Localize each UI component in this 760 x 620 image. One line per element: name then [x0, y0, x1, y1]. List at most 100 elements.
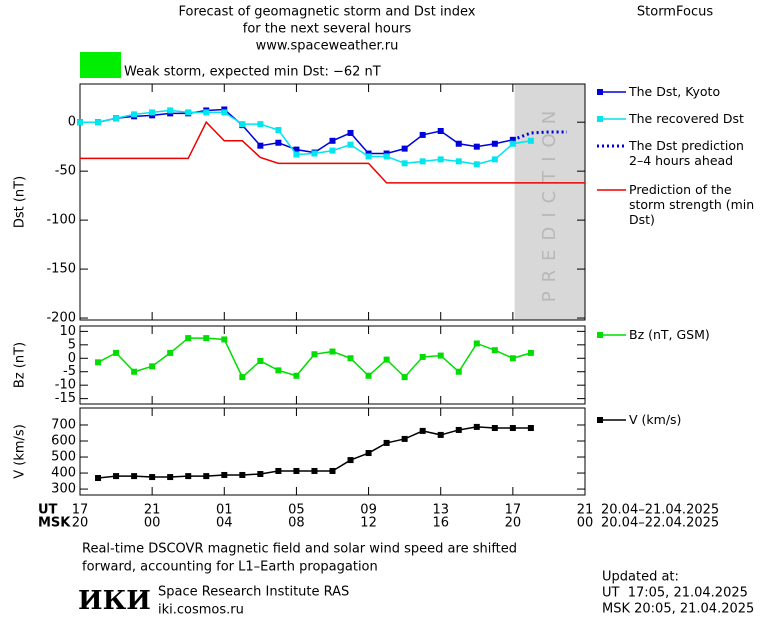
y-tick-label: -150 — [46, 262, 76, 277]
point — [311, 351, 318, 358]
point — [347, 355, 354, 362]
legend-marker — [597, 332, 603, 338]
time-range: 20.04–21.04.2025 — [601, 503, 719, 518]
legend-marker — [597, 417, 603, 423]
point — [275, 467, 282, 474]
x-tick-label: 12 — [360, 516, 377, 531]
point — [275, 127, 282, 134]
x-tick-label: 04 — [216, 516, 233, 531]
point — [185, 335, 192, 342]
y-tick-label: 700 — [51, 417, 76, 432]
y-tick-label: 500 — [51, 450, 76, 465]
point — [455, 158, 462, 165]
prediction-zone — [514, 84, 585, 320]
point — [419, 353, 426, 360]
title-line: www.spaceweather.ru — [256, 39, 399, 54]
point — [527, 349, 534, 356]
y-tick-label: 300 — [51, 482, 76, 497]
point — [347, 457, 354, 464]
plot-frame — [79, 407, 586, 496]
point — [239, 121, 246, 128]
point — [455, 368, 462, 375]
x-tick-label: 17 — [505, 503, 522, 518]
x-tick-label: 16 — [432, 516, 449, 531]
point — [401, 374, 408, 381]
y-axis-label: Bz (nT) — [13, 342, 28, 388]
point — [527, 425, 534, 432]
brand: StormFocus — [637, 5, 713, 20]
point — [437, 352, 444, 359]
title-line: Forecast of geomagnetic storm and Dst in… — [178, 5, 475, 20]
point — [491, 425, 498, 432]
x-tick-label: 20 — [505, 516, 522, 531]
point — [293, 372, 300, 379]
legend-label: The Dst prediction 2–4 hours ahead — [629, 138, 744, 168]
point — [293, 151, 300, 158]
point — [149, 363, 156, 370]
point — [455, 140, 462, 147]
point — [203, 109, 210, 116]
point — [185, 473, 192, 480]
y-tick-label: -15 — [55, 391, 76, 406]
y-tick-label: 5 — [68, 337, 76, 352]
point — [113, 473, 120, 480]
y-tick-label: 10 — [59, 324, 76, 339]
point — [527, 137, 534, 144]
point — [419, 158, 426, 165]
point — [239, 374, 246, 381]
point — [257, 357, 264, 364]
point — [167, 349, 174, 356]
point — [167, 474, 174, 481]
y-tick-label: -200 — [46, 311, 76, 326]
point — [509, 355, 516, 362]
x-tick-label: 17 — [72, 503, 89, 518]
point — [131, 368, 138, 375]
y-axis-label: V (km/s) — [13, 424, 28, 479]
time-row-name: UT — [38, 503, 58, 518]
x-tick-label: 05 — [288, 503, 305, 518]
point — [239, 471, 246, 478]
x-tick-label: 00 — [577, 516, 594, 531]
point — [491, 347, 498, 354]
point — [509, 140, 516, 147]
point — [77, 119, 83, 126]
point — [311, 467, 318, 474]
point — [347, 141, 354, 148]
x-tick-label: 01 — [216, 503, 233, 518]
point — [95, 359, 102, 366]
point — [113, 349, 120, 356]
point — [383, 153, 390, 160]
legend-marker — [597, 116, 603, 122]
point — [167, 107, 174, 114]
point — [383, 439, 390, 446]
legend-label: V (km/s) — [629, 412, 682, 427]
footer-note: Real-time DSCOVR magnetic field and sola… — [82, 542, 517, 557]
point — [419, 427, 426, 434]
point — [509, 425, 516, 432]
point — [221, 471, 228, 478]
y-tick-label: -5 — [63, 364, 76, 379]
y-tick-label: 400 — [51, 466, 76, 481]
point — [347, 129, 354, 136]
point — [275, 367, 282, 374]
point — [401, 435, 408, 442]
point — [113, 115, 120, 122]
x-tick-label: 13 — [432, 503, 449, 518]
point — [131, 111, 138, 118]
point — [185, 109, 192, 116]
time-range: 20.04–22.04.2025 — [601, 516, 719, 531]
point — [203, 335, 210, 342]
y-axis-label: Dst (nT) — [13, 176, 28, 228]
point — [293, 146, 300, 153]
x-tick-label: 20 — [72, 516, 89, 531]
point — [257, 142, 264, 149]
legend-label: The Dst, Kyoto — [629, 84, 721, 99]
point — [221, 109, 228, 116]
point — [401, 160, 408, 167]
updated: UT 17:05, 21.04.2025 — [602, 586, 748, 601]
y-tick-label: 0 — [68, 115, 76, 130]
point — [473, 161, 480, 168]
logo: ИКИ — [78, 586, 151, 616]
point — [473, 143, 480, 150]
